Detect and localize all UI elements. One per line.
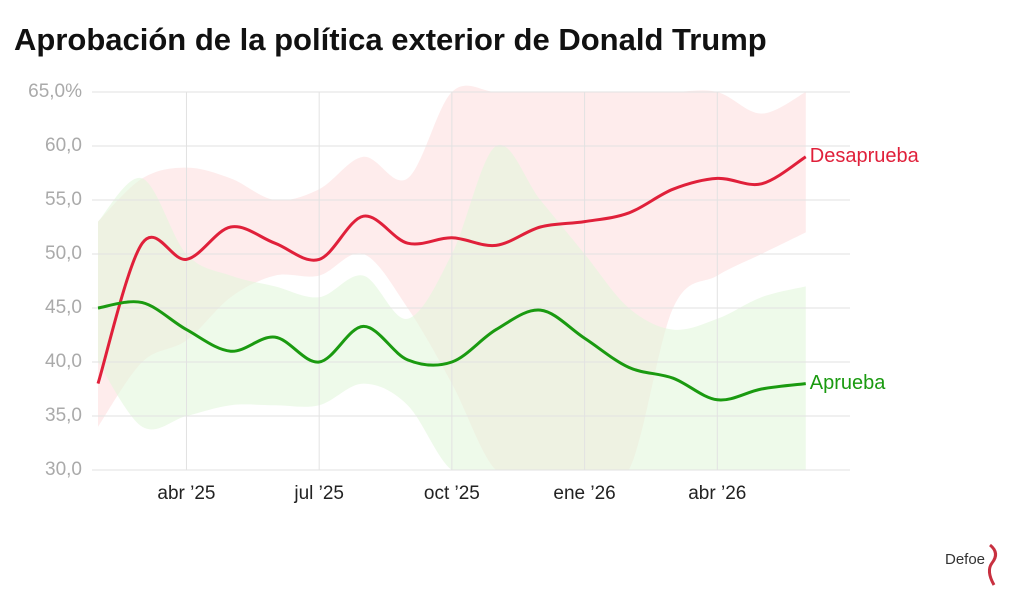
- x-tick-label: ene ’26: [553, 483, 615, 504]
- source-logo: Defoe: [945, 551, 985, 568]
- y-tick-label: 30,0: [45, 459, 82, 480]
- y-tick-label: 45,0: [45, 297, 82, 318]
- series-line: [96, 155, 807, 385]
- x-tick-label: abr ’26: [688, 483, 746, 504]
- series-label: Aprueba: [810, 372, 886, 394]
- y-tick-label: 65,0%: [28, 81, 82, 102]
- grid: [92, 91, 850, 471]
- logo-mark: [987, 543, 997, 586]
- series-label: Desaprueba: [810, 145, 920, 167]
- y-tick-label: 50,0: [45, 243, 82, 264]
- x-tick-label: abr ’25: [157, 483, 215, 504]
- x-tick-label: jul ’25: [293, 483, 344, 504]
- y-tick-label: 35,0: [45, 405, 82, 426]
- y-tick-label: 40,0: [45, 351, 82, 372]
- y-tick-label: 60,0: [45, 135, 82, 156]
- chart-title: Aprobación de la política exterior de Do…: [14, 22, 767, 57]
- x-tick-label: oct ’25: [424, 483, 480, 504]
- y-tick-label: 55,0: [45, 189, 82, 210]
- series-line: [97, 300, 806, 402]
